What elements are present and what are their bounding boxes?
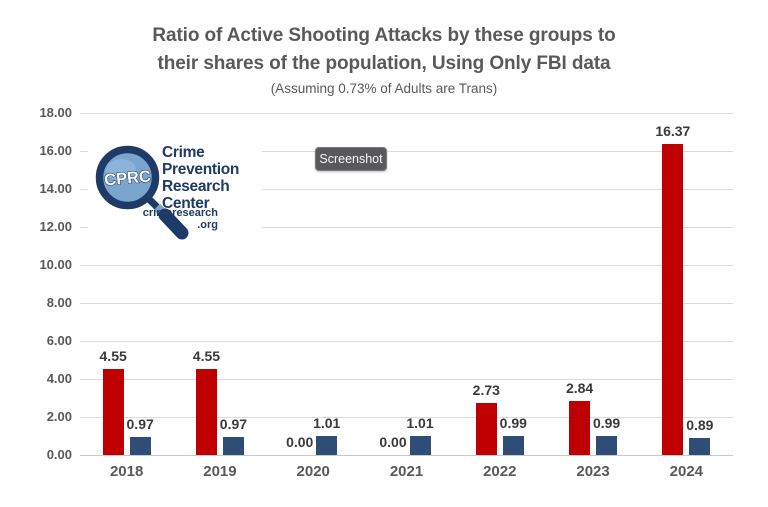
- logo-name-line2: Prevention: [162, 161, 240, 178]
- gridline: [80, 188, 733, 190]
- bar-value-label: 0.99: [499, 415, 527, 432]
- y-axis-tick-label: 8.00: [46, 295, 72, 310]
- bar-value-label: 0.97: [219, 415, 248, 432]
- x-axis-category-label: 2021: [389, 463, 424, 480]
- x-axis-category-label: 2022: [483, 463, 517, 480]
- bar-blue: [222, 436, 244, 455]
- bar-blue: [596, 436, 618, 455]
- x-axis-category-label: 2023: [576, 463, 610, 480]
- gridline: [80, 378, 733, 380]
- bar-value-label: 2.73: [472, 382, 500, 399]
- bar-red: [195, 368, 217, 455]
- bar-value-label: 0.89: [686, 417, 714, 434]
- bar-blue: [502, 436, 524, 455]
- bar-value-label: 0.00: [379, 434, 407, 450]
- gridline: [80, 454, 733, 456]
- bar-red: [102, 368, 124, 455]
- chart-subtitle: (Assuming 0.73% of Adults are Trans): [270, 81, 498, 96]
- gridline: [80, 340, 733, 342]
- logo-name-line3: Research: [162, 178, 230, 195]
- logo-name-line4: Center: [162, 195, 210, 212]
- y-axis-tick-label: 12.00: [39, 219, 72, 234]
- magnifying-glass-icon: CPRC: [95, 145, 189, 240]
- bar-value-label: 1.01: [313, 414, 341, 431]
- cprc-logo: CPRC Crime Prevention Research Center cr…: [88, 127, 262, 253]
- x-axis-category-label: 2020: [296, 463, 330, 480]
- bar-red: [475, 403, 497, 455]
- chart-title-line2: their shares of the population, Using On…: [157, 53, 611, 74]
- bar-red: [662, 143, 684, 455]
- gridline: [80, 112, 733, 114]
- gridline: [80, 150, 733, 152]
- x-axis-category-label: 2018: [109, 463, 144, 480]
- logo-name-line1: Crime: [162, 144, 205, 161]
- y-axis-tick-label: 18.00: [39, 105, 72, 120]
- y-axis-tick-label: 6.00: [46, 333, 72, 348]
- x-axis-category-label: 2024: [669, 463, 704, 480]
- gridline: [80, 264, 733, 266]
- gridline: [80, 416, 733, 418]
- bar-value-label: 16.37: [655, 122, 691, 139]
- y-axis-tick-label: 0.00: [46, 447, 72, 462]
- bar-blue: [129, 436, 151, 455]
- bar-value-label: 4.55: [99, 347, 127, 364]
- bar-value-label: 0.99: [592, 415, 621, 432]
- y-axis-tick-label: 16.00: [39, 143, 72, 158]
- logo-website-line2: .org: [197, 218, 218, 231]
- y-axis-tick-label: 2.00: [46, 409, 72, 424]
- bar-value-label: 0.00: [286, 434, 314, 450]
- bar-value-label: 4.55: [192, 347, 221, 364]
- chart-title-line1: Ratio of Active Shooting Attacks by thes…: [152, 25, 616, 46]
- bar-blue: [316, 435, 338, 455]
- y-axis-tick-label: 4.00: [46, 371, 72, 386]
- gridline: [80, 302, 733, 304]
- y-axis-tick-label: 14.00: [39, 181, 72, 196]
- bar-blue: [409, 435, 431, 455]
- bar-value-label: 0.97: [126, 415, 154, 432]
- bar-value-label: 2.84: [565, 380, 594, 397]
- logo-org-name: Crime Prevention Research Center: [162, 144, 239, 212]
- logo-website-line1: crimeresearch: [142, 207, 218, 219]
- gridline: [80, 226, 733, 228]
- bar-blue: [689, 438, 711, 455]
- logo-website: crimeresearch .org: [88, 207, 218, 231]
- chart-title-block: Ratio of Active Shooting Attacks by thes…: [0, 22, 768, 98]
- cprc-acronym: CPRC: [104, 167, 152, 189]
- bar-red: [569, 401, 591, 455]
- bar-value-label: 1.01: [406, 414, 434, 431]
- x-axis-category-label: 2019: [203, 463, 237, 480]
- screenshot-tooltip: Screenshot: [315, 147, 387, 171]
- y-axis-tick-label: 10.00: [39, 257, 72, 272]
